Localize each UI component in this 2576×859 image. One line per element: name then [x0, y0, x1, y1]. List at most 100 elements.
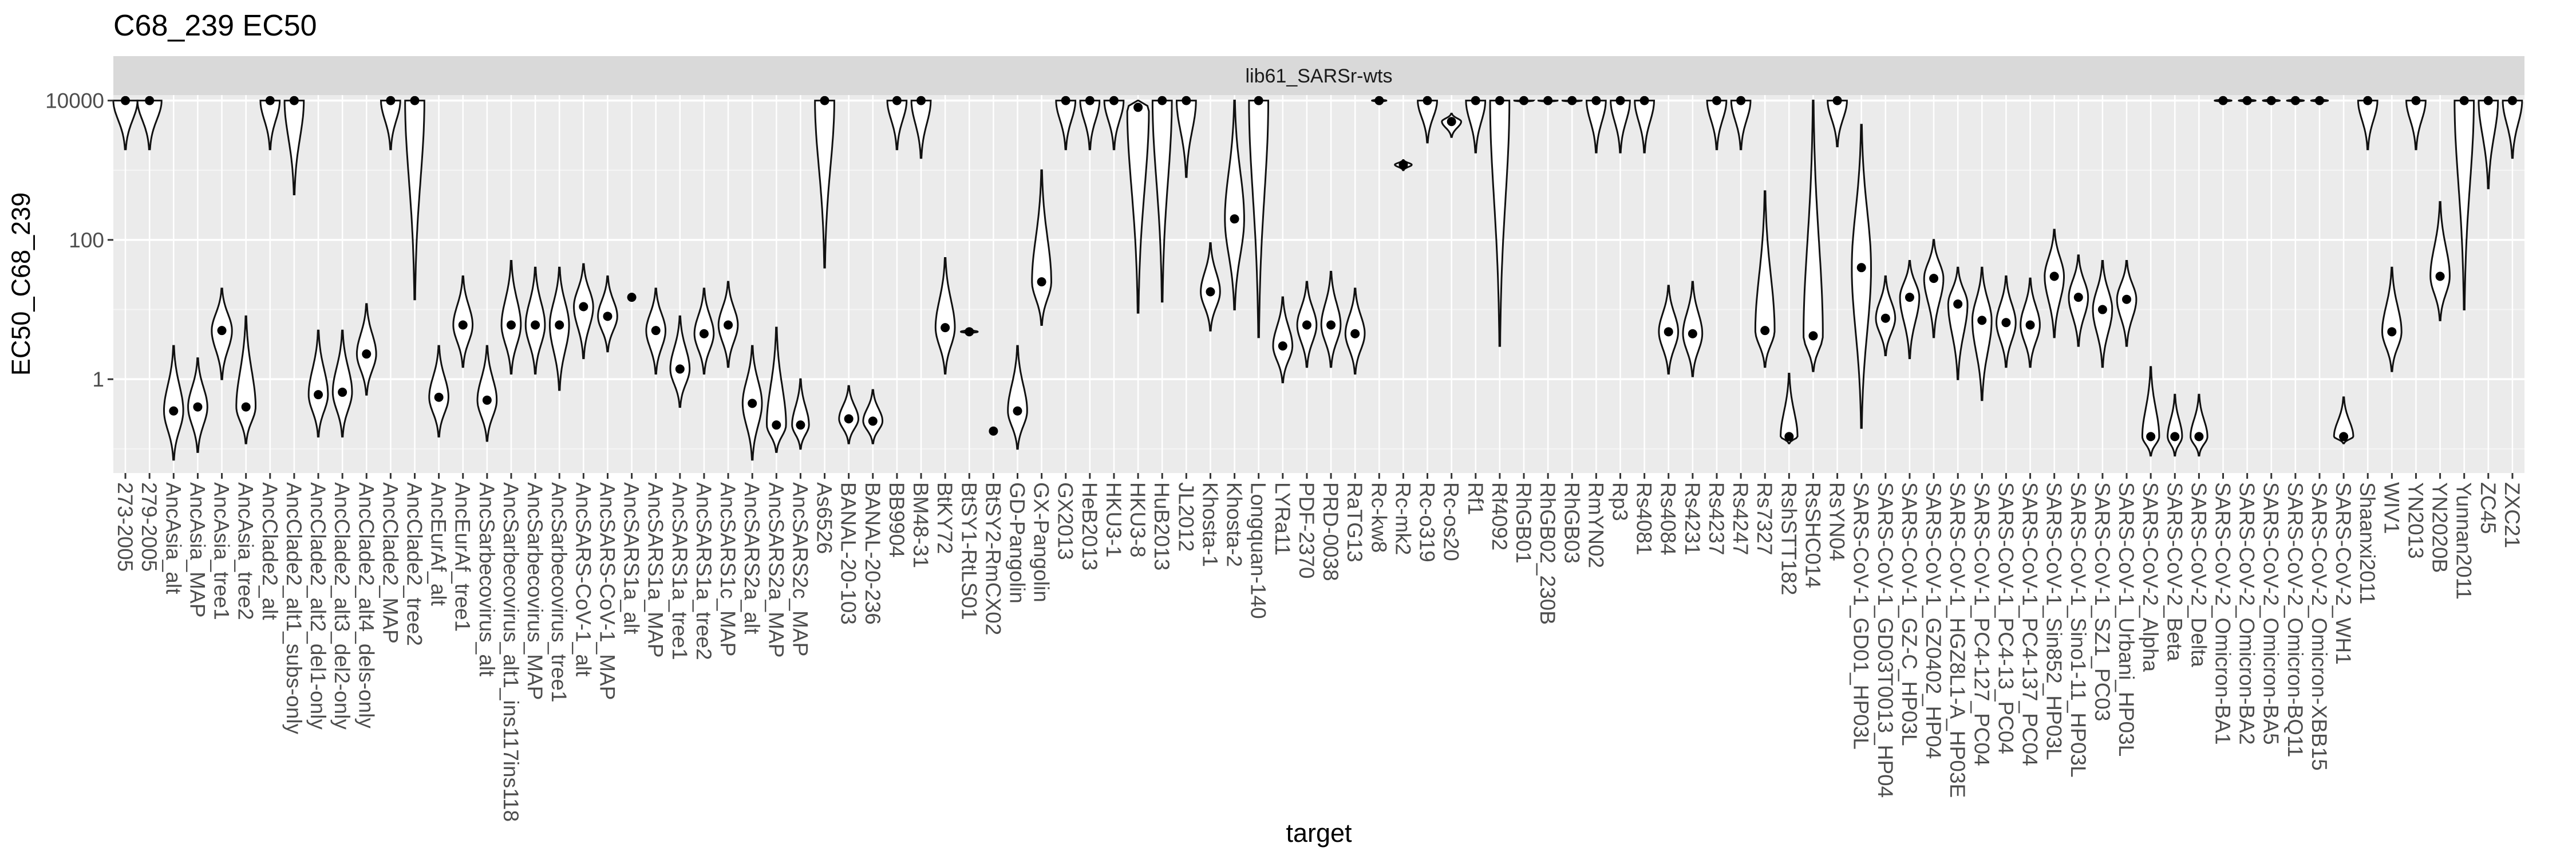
median-point	[1856, 263, 1866, 273]
x-tick-label: AncSarbecovirus_tree1	[547, 482, 571, 703]
violin	[136, 96, 163, 151]
median-point	[169, 406, 179, 416]
violin	[2044, 228, 2065, 338]
x-tick-label: BtKY72	[933, 482, 957, 554]
violin-shape	[2044, 228, 2065, 338]
violin	[476, 345, 498, 442]
violin	[2068, 254, 2089, 347]
median-point	[2049, 271, 2059, 281]
violin-shape	[136, 100, 163, 151]
median-point	[1905, 293, 1914, 302]
median-point	[1037, 277, 1046, 287]
median-point	[145, 96, 155, 105]
median-point	[2411, 96, 2421, 105]
violin-shape	[500, 259, 522, 375]
x-tick-label: AncSARS2a_MAP	[764, 482, 788, 657]
violin-shape	[2478, 100, 2499, 190]
x-tick-label: AncSARS2c_MAP	[788, 482, 812, 656]
violin	[1151, 96, 1173, 303]
violin	[2502, 96, 2523, 159]
violin	[1371, 96, 1388, 105]
x-tick-label: RshSTT182	[1777, 482, 1800, 595]
violin-shape	[1754, 190, 1776, 368]
median-point	[1447, 117, 1456, 127]
median-point	[941, 323, 950, 333]
median-point	[2507, 96, 2517, 105]
violin	[2429, 201, 2451, 321]
x-tick-label: RhGB02_230B	[1536, 482, 1559, 625]
violin	[1296, 281, 1318, 368]
x-tick-label: SARS-CoV-2_Omicron-BA1	[2211, 482, 2235, 745]
x-tick-label: AncSARS-CoV-1_alt	[571, 482, 595, 677]
violin	[2141, 366, 2160, 457]
x-tick-label: SARS-CoV-2_Omicron-BA2	[2235, 482, 2259, 745]
x-tick-label: SARS-CoV-1_PC4-13_PC04	[1994, 482, 2017, 754]
violin	[2310, 96, 2329, 105]
x-tick-label: HKU3-1	[1102, 482, 1125, 558]
violin-shape	[1248, 100, 1269, 338]
violin	[1996, 275, 2017, 368]
violin	[1320, 270, 1342, 368]
x-tick-label: AncSARS1a_MAP	[644, 482, 667, 657]
violin	[2453, 96, 2475, 310]
median-point	[434, 392, 444, 402]
x-tick-label: Khosta-1	[1199, 482, 1222, 567]
violin	[838, 385, 860, 444]
violin	[1513, 96, 1536, 105]
median-point	[2387, 327, 2397, 337]
violin-shape	[476, 345, 498, 442]
x-tick-label: SARS-CoV-1_SZ1_PC03	[2091, 482, 2114, 721]
violin-shape	[791, 378, 810, 450]
median-point	[265, 96, 275, 105]
x-tick-label: HuB2013	[1150, 482, 1174, 570]
x-tick-label: Rs4081	[1633, 482, 1656, 555]
x-tick-label: AncSARS1c_MAP	[716, 482, 740, 656]
violin	[548, 266, 570, 391]
median-point	[2097, 305, 2107, 314]
x-tick-label: HKU3-8	[1126, 482, 1149, 558]
median-point	[2170, 432, 2180, 442]
violin	[1754, 190, 1776, 368]
x-tick-label: HeB2013	[1078, 482, 1101, 570]
median-point	[2194, 432, 2204, 442]
violin	[452, 275, 474, 368]
violin-shape	[1489, 100, 1511, 347]
x-tick-label: YN2020B	[2428, 482, 2452, 573]
violin-shape	[331, 329, 353, 438]
median-point	[1326, 320, 1336, 330]
median-point	[1109, 96, 1119, 105]
x-tick-label: SARS-CoV-2_Alpha	[2139, 482, 2162, 672]
violin-shape	[1682, 281, 1704, 377]
violin	[1875, 275, 1897, 356]
x-tick-label: RsYN04	[1826, 482, 1849, 561]
y-tick-label: 10000	[45, 89, 104, 113]
median-point	[772, 420, 781, 430]
violin	[187, 357, 208, 453]
x-tick-label: AncSARS-CoV-1_MAP	[596, 482, 619, 700]
violin	[1200, 242, 1221, 332]
violin	[814, 96, 835, 269]
median-point	[2146, 432, 2156, 442]
median-point	[193, 402, 203, 412]
median-point	[1206, 287, 1215, 297]
violin-shape	[1730, 100, 1752, 151]
violin-shape	[934, 257, 956, 375]
x-tick-label: BtSY1-RtLS01	[957, 482, 981, 620]
violin-shape	[163, 345, 184, 461]
x-tick-label: SARS-CoV-1_Urbani_HP03L	[2115, 482, 2138, 756]
x-tick-label: Rs7327	[1753, 482, 1776, 555]
violin	[524, 266, 546, 375]
x-tick-label: RmYN02	[1584, 482, 1607, 568]
x-tick-label: Rf1	[1464, 482, 1487, 515]
violin	[1176, 96, 1197, 178]
x-tick-label: AncAsia_MAP	[185, 482, 209, 618]
violin	[1489, 96, 1511, 347]
violin	[259, 96, 281, 151]
violin-shape	[2141, 366, 2160, 457]
x-tick-label: AncSarbecovirus_alt	[475, 482, 499, 677]
violin	[1585, 96, 1607, 153]
x-tick-label: Rc-kw8	[1367, 482, 1390, 553]
median-point	[1013, 406, 1022, 416]
median-point	[506, 320, 516, 330]
